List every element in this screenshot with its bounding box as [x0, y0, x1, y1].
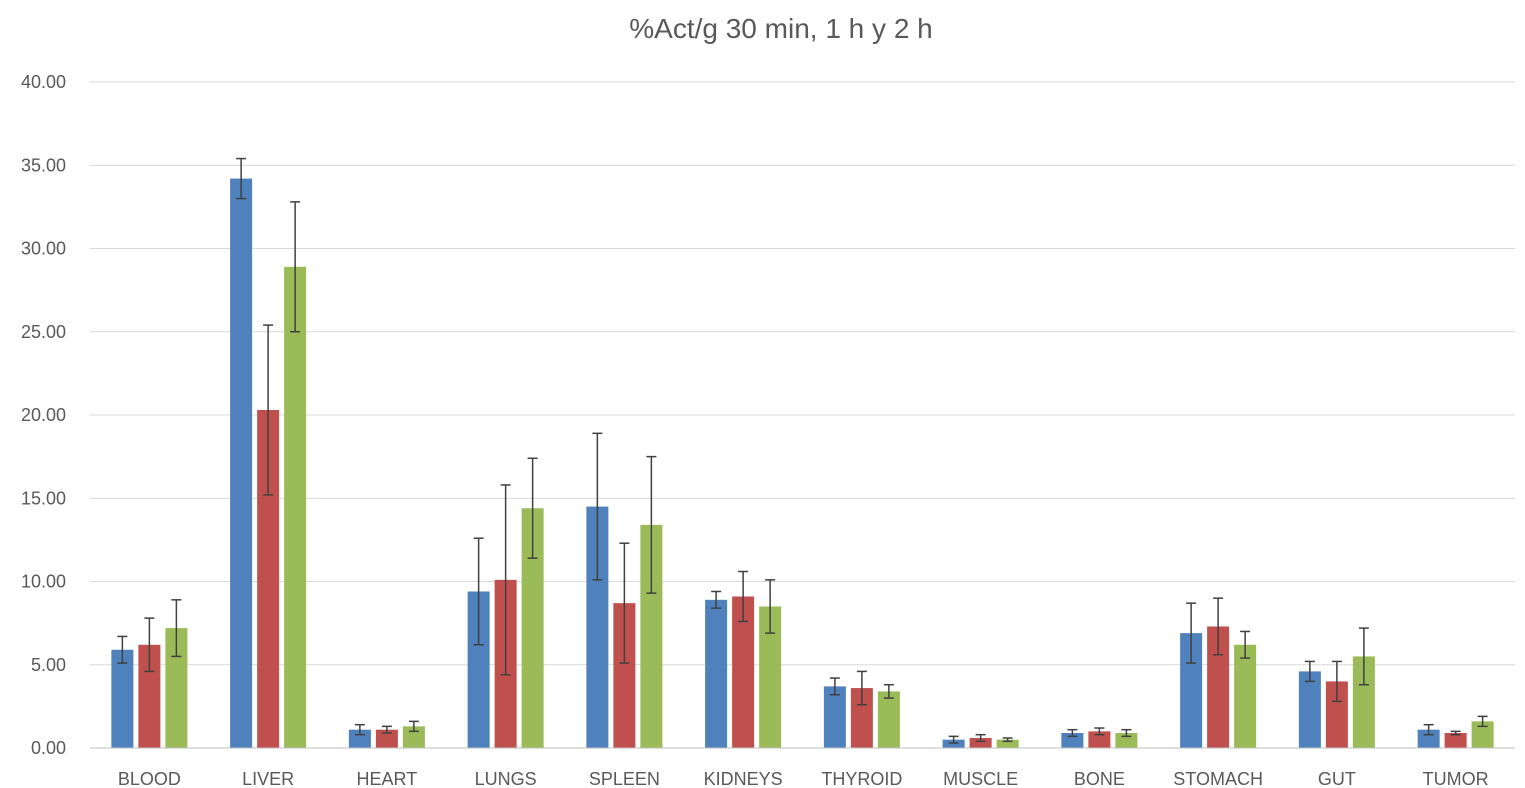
bar: [705, 599, 728, 748]
bar: [1207, 626, 1230, 748]
y-axis-ticks: 0.00 5.00 10.00 15.00 20.00 25.00 30.00 35.00 40…: [21, 72, 66, 758]
x-category-label: BLOOD: [118, 769, 181, 788]
bar: [1417, 729, 1440, 748]
y-tick-label: 40.00: [21, 72, 66, 92]
x-category-label: LUNGS: [475, 769, 537, 788]
chart-title: %Act/g 30 min, 1 h y 2 h: [629, 13, 933, 44]
x-axis-categories: BLOOD LIVER HEART LUNGS SPLEEN KIDNEYS THYROID…: [118, 769, 1489, 788]
y-tick-label: 35.00: [21, 155, 66, 175]
y-tick-label: 0.00: [31, 738, 66, 758]
bar: [969, 738, 992, 748]
bar: [402, 726, 425, 748]
bar: [759, 606, 782, 748]
bar: [138, 644, 161, 748]
y-tick-label: 20.00: [21, 405, 66, 425]
y-tick-label: 15.00: [21, 488, 66, 508]
bar: [111, 649, 134, 748]
bar: [348, 729, 371, 748]
x-category-label: STOMACH: [1173, 769, 1263, 788]
bar: [1352, 656, 1375, 748]
bar: [850, 688, 873, 748]
bars: [111, 178, 1494, 748]
bar: [1115, 733, 1138, 748]
bar: [1298, 671, 1321, 748]
bar: [942, 739, 965, 748]
bar: [284, 266, 307, 748]
bar: [1325, 681, 1348, 748]
y-tick-label: 10.00: [21, 572, 66, 592]
bar: [375, 729, 398, 748]
bar: [1444, 733, 1467, 748]
x-category-label: LIVER: [242, 769, 294, 788]
bar: [1471, 721, 1494, 748]
x-category-label: SPLEEN: [589, 769, 660, 788]
bar: [467, 591, 490, 748]
bar: [823, 686, 846, 748]
bar: [640, 524, 663, 748]
bar: [230, 178, 253, 748]
bar: [732, 596, 755, 748]
y-tick-label: 30.00: [21, 239, 66, 259]
x-category-label: BONE: [1074, 769, 1125, 788]
x-category-label: MUSCLE: [943, 769, 1018, 788]
bar: [1061, 733, 1084, 748]
x-category-label: THYROID: [821, 769, 902, 788]
error-bars: [117, 157, 1488, 744]
x-category-label: HEART: [357, 769, 418, 788]
y-tick-label: 25.00: [21, 322, 66, 342]
bar: [165, 628, 188, 748]
bar: [257, 410, 280, 748]
gridlines: [90, 81, 1515, 666]
bar: [1180, 633, 1203, 748]
bar: [521, 508, 544, 748]
x-category-label: GUT: [1318, 769, 1356, 788]
bar: [613, 603, 636, 748]
bar: [1088, 731, 1111, 748]
bar: [586, 506, 609, 748]
y-tick-label: 5.00: [31, 655, 66, 675]
x-category-label: TUMOR: [1423, 769, 1489, 788]
x-category-label: KIDNEYS: [704, 769, 783, 788]
bar: [1234, 644, 1257, 748]
bar: [877, 691, 900, 748]
bar: [996, 739, 1019, 748]
